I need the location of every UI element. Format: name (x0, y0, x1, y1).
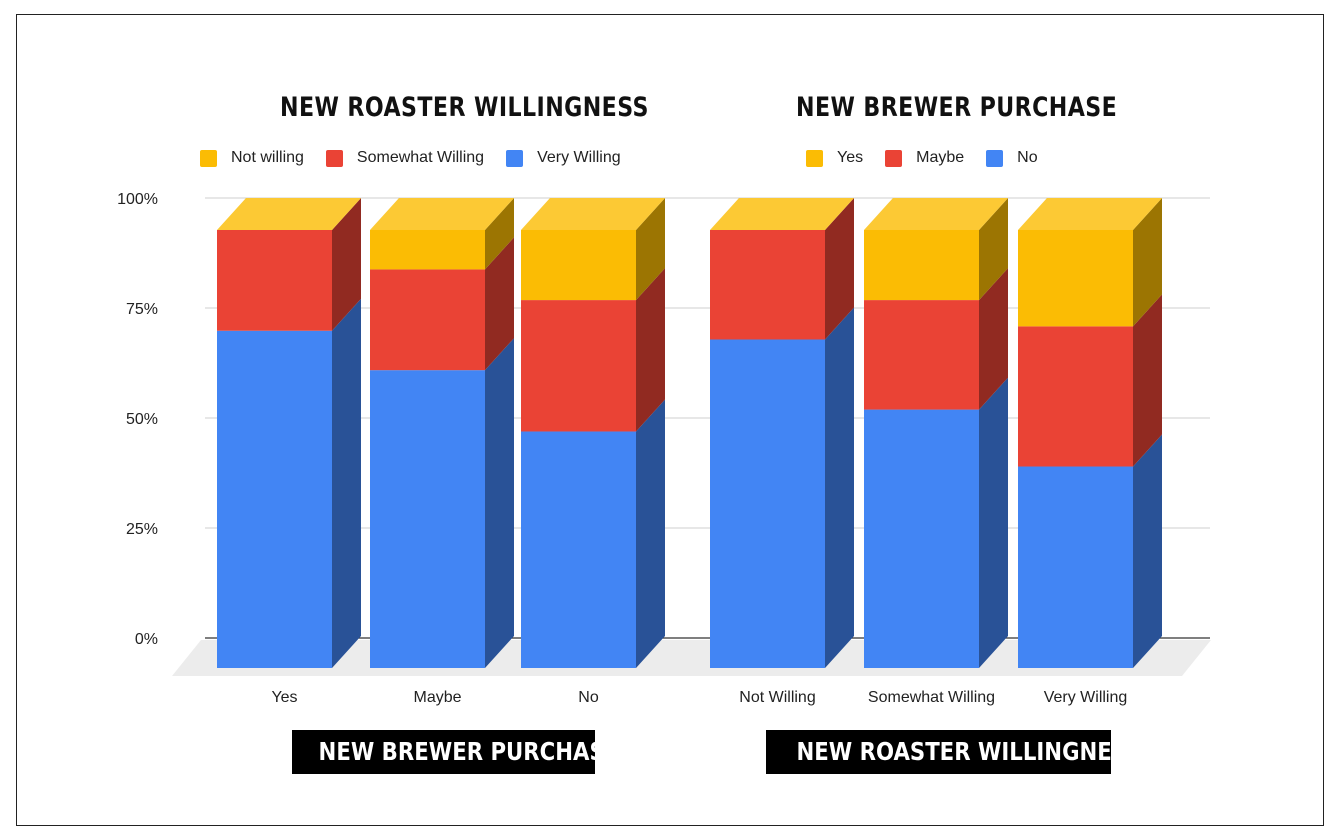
legend-swatch-no (986, 149, 1004, 167)
x-axis-title-right: NEW ROASTER WILLINGNESS (766, 730, 1111, 774)
chart-title-left: NEW ROASTER WILLINGNESS (280, 92, 649, 123)
bar-segment-no (710, 339, 825, 668)
bar-segment-very-willing (370, 370, 485, 668)
legend-label: Maybe (916, 149, 965, 166)
bar-side-no (979, 377, 1008, 668)
bar-segment-maybe (710, 230, 825, 340)
y-tick-label: 0% (135, 631, 158, 648)
x-tick-label: Very Willing (1044, 689, 1128, 706)
x-tick-label: Not Willing (739, 689, 815, 706)
bar-top-face (710, 198, 854, 230)
bar-segment-yes (864, 230, 979, 301)
y-tick-label: 50% (126, 411, 158, 428)
bar-side-somewhat-willing (485, 237, 514, 371)
bar-top-face (370, 198, 514, 230)
legend-swatch-yes (806, 149, 823, 167)
bar-segment-maybe (864, 300, 979, 410)
legend-item: No (986, 149, 1038, 167)
legend-item: Somewhat Willing (325, 149, 485, 167)
bar-side-very-willing (636, 399, 665, 668)
chart-title-right: NEW BREWER PURCHASE (796, 92, 1118, 123)
y-tick-label: 75% (126, 301, 158, 318)
bar-segment-somewhat-willing (217, 230, 332, 331)
bar-segment-somewhat-willing (521, 300, 636, 432)
bar-side-not-willing (485, 198, 514, 270)
legend-label: Very Willing (537, 149, 621, 166)
legend-right: Yes Maybe No (806, 146, 1060, 170)
legend-swatch-somewhat-willing (325, 149, 343, 167)
bar-side-yes (979, 198, 1008, 301)
legend-label: Somewhat Willing (356, 149, 485, 166)
bar-side-no (825, 307, 854, 668)
bar-side-somewhat-willing (636, 268, 665, 432)
bar-segment-maybe (1018, 326, 1133, 467)
bar-segment-yes (1018, 230, 1133, 327)
legend-item: Yes (806, 149, 863, 167)
bar-side-somewhat-willing (332, 198, 361, 331)
bar-segment-no (864, 409, 979, 668)
x-tick-label: Somewhat Willing (868, 689, 995, 706)
legend-label: Yes (837, 149, 864, 166)
bar-segment-very-willing (217, 330, 332, 668)
bar-segment-very-willing (521, 431, 636, 668)
legend-item: Very Willing (506, 149, 621, 167)
legend-label: No (1017, 149, 1038, 166)
x-tick-label: Yes (271, 689, 297, 706)
legend-left: Not willing Somewhat Willing Very Willin… (200, 146, 643, 170)
legend-swatch-very-willing (506, 149, 524, 167)
bar-top-face (217, 198, 361, 230)
bar-side-maybe (825, 198, 854, 340)
bar-side-maybe (1133, 294, 1162, 467)
x-tick-label: Maybe (413, 689, 461, 706)
bar-segment-not-willing (370, 230, 485, 270)
bar-top-face (864, 198, 1008, 230)
bar-side-maybe (979, 268, 1008, 410)
bar-segment-not-willing (521, 230, 636, 301)
bar-top-face (1018, 198, 1162, 230)
bar-segment-no (1018, 466, 1133, 668)
bar-segment-somewhat-willing (370, 269, 485, 371)
bar-side-very-willing (485, 338, 514, 668)
figure-frame (16, 14, 1324, 826)
x-tick-label: No (578, 689, 599, 706)
bar-side-not-willing (636, 198, 665, 301)
x-axis-title-left: NEW BREWER PURCHASE (292, 730, 595, 774)
legend-item: Maybe (885, 149, 964, 167)
bar-top-face (521, 198, 665, 230)
y-tick-label: 100% (117, 191, 158, 208)
legend-swatch-maybe (885, 149, 903, 167)
legend-swatch-not-willing (200, 149, 217, 167)
y-tick-label: 25% (126, 521, 158, 538)
legend-label: Not willing (231, 149, 304, 166)
legend-item: Not willing (200, 149, 304, 167)
bar-side-no (1133, 434, 1162, 668)
bar-side-yes (1133, 198, 1162, 327)
bar-side-very-willing (332, 298, 361, 668)
